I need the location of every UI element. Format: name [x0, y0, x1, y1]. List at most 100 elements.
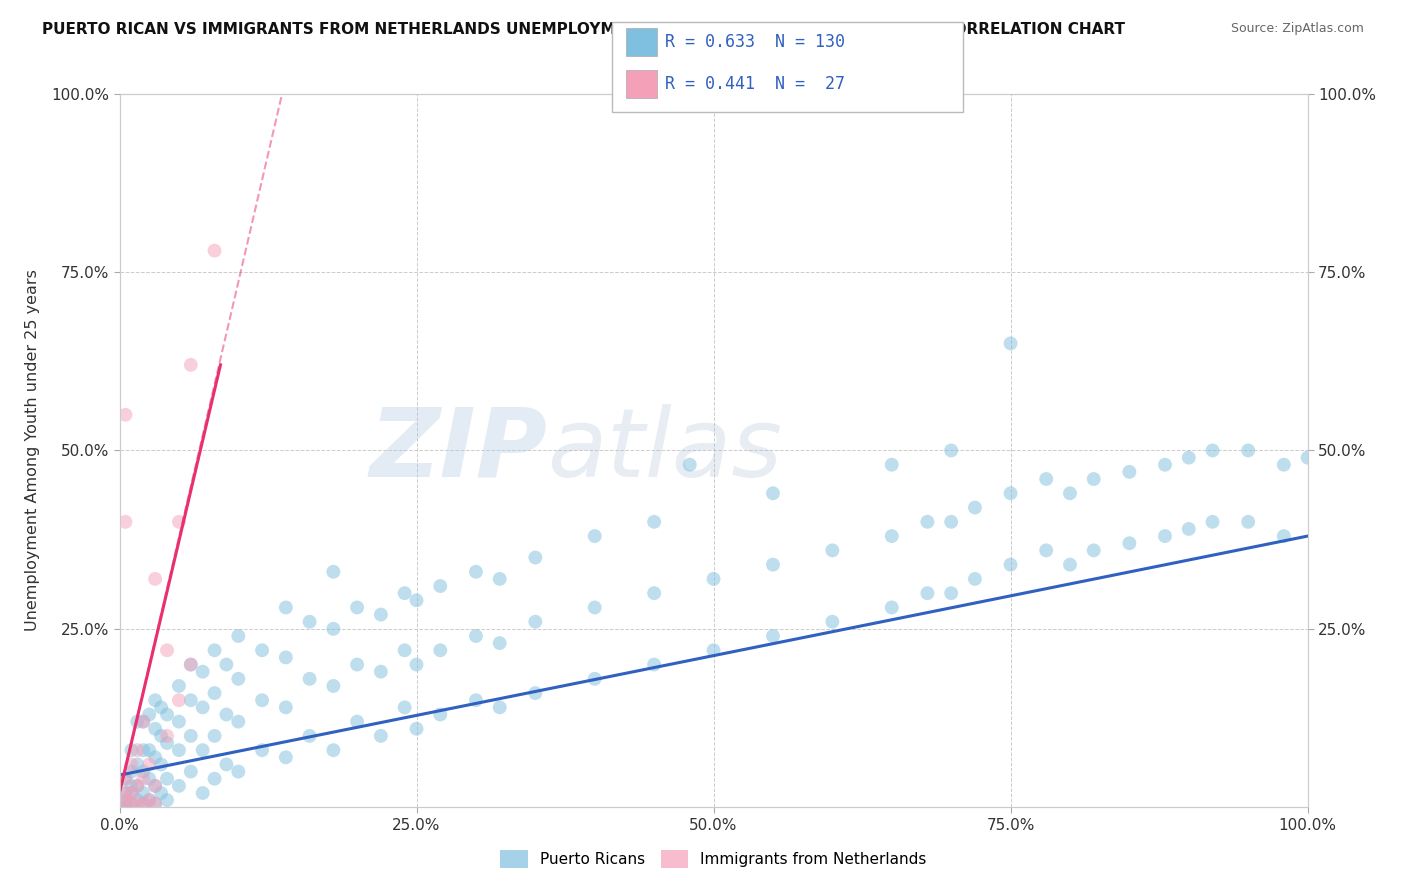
Point [120, 757, 142, 772]
Point [405, 722, 427, 736]
Point [132, 786, 155, 800]
Point [1201, 515, 1223, 529]
Point [228, 672, 250, 686]
Point [138, 743, 160, 757]
Point [346, 600, 368, 615]
Point [583, 672, 606, 686]
Point [762, 558, 785, 572]
Point [643, 586, 665, 600]
Point [132, 772, 155, 786]
Point [120, 797, 142, 811]
Text: PUERTO RICAN VS IMMIGRANTS FROM NETHERLANDS UNEMPLOYMENT AMONG YOUTH UNDER 25 YE: PUERTO RICAN VS IMMIGRANTS FROM NETHERLA… [42, 22, 1125, 37]
Point [488, 636, 510, 650]
Point [132, 714, 155, 729]
Point [880, 529, 903, 543]
Point [132, 797, 155, 811]
Point [322, 743, 344, 757]
Point [702, 643, 725, 657]
Point [274, 700, 297, 714]
Point [167, 679, 190, 693]
Point [939, 515, 962, 529]
Point [1083, 472, 1105, 486]
Point [228, 714, 250, 729]
Point [138, 793, 160, 807]
Point [524, 686, 547, 700]
Point [1000, 336, 1022, 351]
Point [228, 764, 250, 779]
Point [204, 772, 226, 786]
Point [114, 800, 136, 814]
Point [1272, 529, 1295, 543]
Point [322, 565, 344, 579]
Point [114, 408, 136, 422]
Point [191, 786, 214, 800]
Point [180, 657, 202, 672]
Point [346, 657, 368, 672]
Point [143, 722, 166, 736]
Point [679, 458, 702, 472]
Point [880, 600, 903, 615]
Point [274, 600, 297, 615]
Point [405, 657, 427, 672]
Point [464, 565, 488, 579]
Point [127, 757, 149, 772]
Point [180, 729, 202, 743]
Legend: Puerto Ricans, Immigrants from Netherlands: Puerto Ricans, Immigrants from Netherlan… [495, 844, 932, 874]
Point [138, 707, 160, 722]
Point [370, 729, 392, 743]
Point [939, 443, 962, 458]
Point [204, 643, 226, 657]
Point [191, 665, 214, 679]
Point [132, 797, 155, 811]
Point [250, 743, 273, 757]
Point [143, 693, 166, 707]
Point [298, 615, 321, 629]
Point [180, 358, 202, 372]
Point [127, 779, 149, 793]
Point [702, 572, 725, 586]
Point [127, 793, 149, 807]
Point [429, 579, 451, 593]
Point [1237, 515, 1260, 529]
Point [1178, 450, 1201, 465]
Text: R = 0.441  N =  27: R = 0.441 N = 27 [665, 75, 845, 93]
Text: R = 0.633  N = 130: R = 0.633 N = 130 [665, 33, 845, 51]
Point [322, 679, 344, 693]
Point [963, 572, 986, 586]
Point [643, 515, 665, 529]
Point [156, 643, 179, 657]
Point [143, 779, 166, 793]
Point [204, 686, 226, 700]
Point [127, 797, 149, 811]
Point [1237, 443, 1260, 458]
Point [191, 743, 214, 757]
Point [191, 700, 214, 714]
Point [405, 593, 427, 607]
Point [821, 615, 844, 629]
Point [204, 729, 226, 743]
Point [346, 714, 368, 729]
Point [215, 757, 238, 772]
Point [156, 729, 179, 743]
Point [138, 757, 160, 772]
Point [120, 786, 142, 800]
Point [1178, 522, 1201, 536]
Point [394, 586, 416, 600]
Point [156, 736, 179, 750]
Point [762, 486, 785, 500]
Point [394, 643, 416, 657]
Point [204, 244, 226, 258]
Point [150, 786, 173, 800]
Point [274, 650, 297, 665]
Point [298, 729, 321, 743]
Point [150, 729, 173, 743]
Point [1201, 443, 1223, 458]
Point [143, 572, 166, 586]
Point [156, 793, 179, 807]
Point [120, 743, 142, 757]
Point [180, 657, 202, 672]
Point [167, 714, 190, 729]
Point [917, 586, 939, 600]
Point [429, 707, 451, 722]
Point [464, 629, 488, 643]
